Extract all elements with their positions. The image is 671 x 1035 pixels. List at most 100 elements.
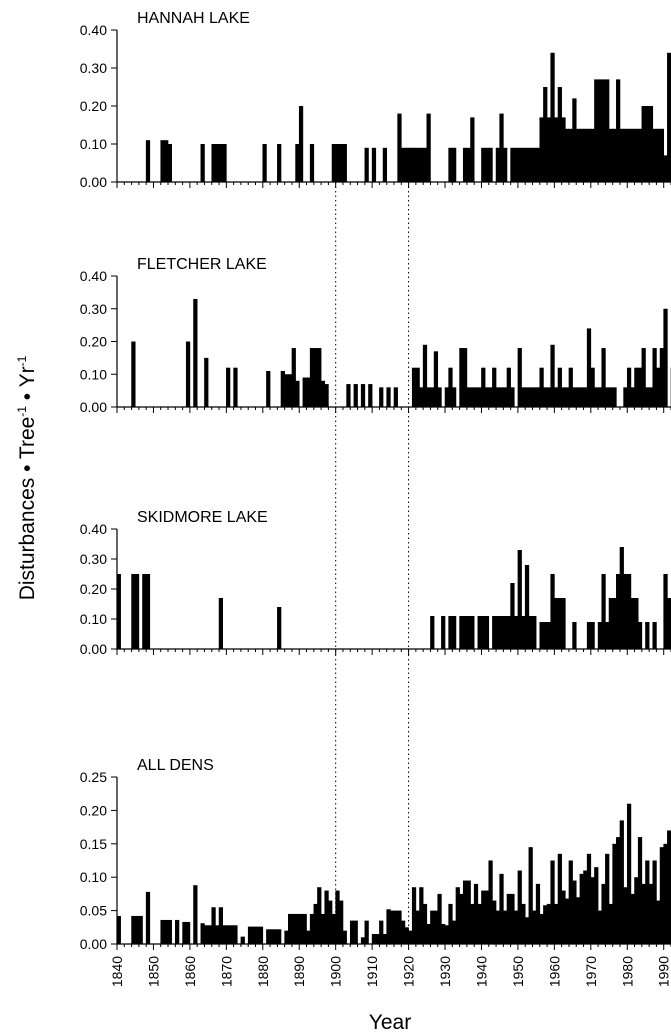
bar [400, 920, 406, 944]
bar [492, 616, 497, 649]
bar [528, 147, 533, 182]
y-axis-title: Disturbances • Tree-1 • Yr-1 [15, 355, 39, 600]
y-tick-label: 0.20 [80, 581, 107, 597]
bar [634, 128, 639, 182]
bar [382, 147, 388, 182]
bar [437, 387, 442, 407]
bar [262, 144, 267, 182]
bar [663, 155, 668, 182]
bar [382, 933, 388, 944]
y-tick-label: 0.10 [80, 136, 107, 152]
bar [594, 867, 599, 944]
bar [645, 106, 650, 182]
bar [218, 907, 223, 944]
bar [539, 367, 544, 407]
bar [568, 860, 573, 944]
bar [510, 147, 515, 182]
bar [251, 926, 256, 944]
bar [590, 877, 595, 944]
bar [572, 98, 577, 182]
bar [266, 370, 271, 407]
y-axis-title-part-1: Disturbances • Tree [16, 417, 39, 601]
bar [277, 929, 282, 944]
bar [565, 387, 570, 407]
bar [193, 885, 198, 944]
bar [404, 147, 409, 182]
bar [495, 910, 500, 944]
y-tick-label: 0.30 [80, 551, 107, 567]
bar [513, 616, 519, 649]
bar [539, 622, 544, 649]
bar [419, 887, 424, 944]
bar [408, 930, 413, 944]
bar [448, 367, 453, 407]
bar [390, 910, 395, 944]
panel-title: FLETCHER LAKE [137, 256, 267, 273]
bar [616, 837, 621, 944]
bar [462, 348, 468, 407]
bar [269, 929, 275, 944]
panel-2: 0.00 0.10 0.20 0.30 0.40 SKIDMORE LAKE [80, 509, 671, 657]
bar [506, 893, 511, 944]
bar [353, 920, 358, 944]
bar [306, 377, 311, 407]
bar [663, 574, 668, 649]
bar [583, 387, 588, 407]
bar [528, 847, 533, 944]
bar [535, 147, 541, 182]
bar [342, 930, 347, 944]
bar [528, 387, 533, 407]
bar [466, 387, 471, 407]
bar [313, 903, 318, 944]
bar [426, 387, 431, 407]
bar [521, 147, 526, 182]
bar [368, 384, 373, 407]
bar [605, 853, 610, 944]
bar [306, 930, 311, 944]
bar [579, 873, 584, 944]
x-tick-label: 1850 [145, 956, 161, 987]
bar [616, 79, 621, 182]
bar [612, 598, 617, 649]
bar [415, 910, 420, 944]
y-tick-label: 0.10 [80, 869, 107, 885]
bar [597, 387, 603, 407]
bar [619, 547, 624, 649]
bar [470, 117, 475, 182]
bar [594, 387, 599, 407]
bar [652, 128, 657, 182]
bar [298, 106, 304, 182]
bar [258, 926, 264, 944]
bar [590, 367, 595, 407]
bar [320, 380, 326, 407]
bar [335, 144, 340, 182]
bar [462, 616, 468, 649]
bar [499, 873, 504, 944]
bar [375, 933, 380, 944]
bar [240, 936, 245, 944]
bar [481, 616, 486, 649]
bar [452, 387, 457, 407]
bar [207, 925, 213, 944]
bar [539, 913, 544, 944]
bar [247, 926, 253, 944]
bar [565, 898, 570, 944]
bar [331, 913, 336, 944]
bar [116, 574, 121, 649]
bar [193, 298, 198, 407]
x-tick-label: 1880 [255, 956, 271, 987]
bar [656, 900, 661, 944]
y-tick-label: 0.00 [80, 399, 107, 415]
bar [597, 79, 603, 182]
bar [597, 910, 603, 944]
bar [626, 128, 632, 182]
bar [134, 574, 140, 649]
bar [448, 616, 453, 649]
bar [233, 367, 238, 407]
bar [557, 367, 562, 407]
bar [295, 380, 300, 407]
bar [601, 883, 606, 944]
bar [131, 341, 136, 407]
bar [601, 574, 606, 649]
bar [459, 616, 464, 649]
